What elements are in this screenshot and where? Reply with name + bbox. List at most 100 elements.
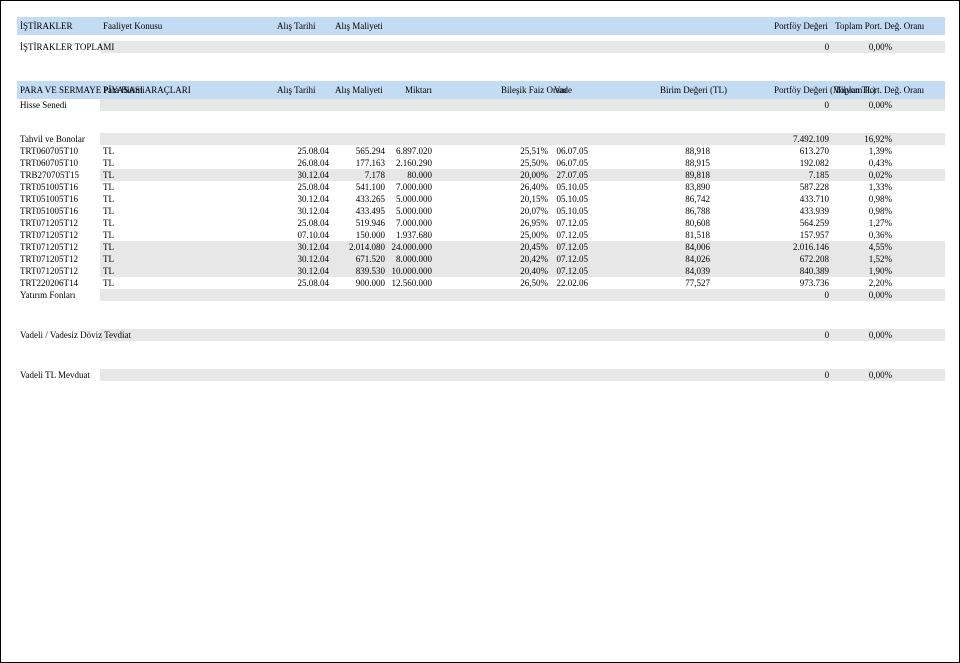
value: 0,00%	[832, 289, 895, 301]
table-row: TRT071205T12TL30.12.04839.53010.000.0002…	[17, 265, 945, 277]
portfolio: 672.208	[771, 253, 832, 265]
cost: 150.000	[332, 229, 388, 241]
table-row: Hisse Senedi 0 0,00%	[17, 99, 945, 111]
maturity: 07.12.05	[551, 229, 591, 241]
weight: 1,33%	[832, 181, 895, 193]
table-doviz: Vadeli / Vadesiz Döviz Tevdiat 0 0,00%	[17, 329, 945, 341]
date: 25.08.04	[274, 181, 332, 193]
table-row: TRT051005T16TL25.08.04541.1007.000.00026…	[17, 181, 945, 193]
cost: 519.946	[332, 217, 388, 229]
col-header: PARA VE SERMAYE PİYASASI ARAÇLARI	[17, 81, 100, 99]
value: 0,00%	[832, 41, 895, 53]
date: 25.08.04	[274, 145, 332, 157]
unit: 77,527	[657, 277, 713, 289]
maturity: 07.12.05	[551, 265, 591, 277]
date: 30.12.04	[274, 253, 332, 265]
cost: 433.495	[332, 205, 388, 217]
qty: 7.000.000	[388, 181, 435, 193]
rate: 20,40%	[498, 265, 551, 277]
table-row: TRT071205T12TL30.12.04671.5208.000.00020…	[17, 253, 945, 265]
date: 30.12.04	[274, 241, 332, 253]
portfolio: 840.389	[771, 265, 832, 277]
weight: 1,27%	[832, 217, 895, 229]
portfolio: 2.016.146	[771, 241, 832, 253]
cost: 177.163	[332, 157, 388, 169]
cost: 565.294	[332, 145, 388, 157]
qty: 2.160.290	[388, 157, 435, 169]
maturity: 05.10.05	[551, 205, 591, 217]
unit: 86,742	[657, 193, 713, 205]
row-label: İŞTİRAKLER TOPLAMI	[17, 41, 100, 53]
code: TRT060705T10	[17, 157, 100, 169]
value: 0,00%	[832, 99, 895, 111]
row-label: Yatırım Fonları	[17, 289, 100, 301]
col-header: Toplam Port. Değ. Oranı	[832, 81, 895, 99]
table-istirakler: İŞTİRAKLER Faaliyet Konusu Alış Tarihi A…	[17, 17, 945, 53]
col-header: Vade	[551, 81, 591, 99]
portfolio: 192.082	[771, 157, 832, 169]
date: 30.12.04	[274, 169, 332, 181]
rate: 20,00%	[498, 169, 551, 181]
col-header: Miktarı	[388, 81, 435, 99]
cost: 671.520	[332, 253, 388, 265]
unit: 81,518	[657, 229, 713, 241]
table-row: Vadeli TL Mevduat 0 0,00%	[17, 369, 945, 381]
table-row: TRT071205T12TL25.08.04519.9467.000.00026…	[17, 217, 945, 229]
date: 26.08.04	[274, 157, 332, 169]
weight: 0,98%	[832, 205, 895, 217]
unit: 88,918	[657, 145, 713, 157]
value: 0,00%	[832, 329, 895, 341]
currency: TL	[100, 181, 179, 193]
qty: 24.000.000	[388, 241, 435, 253]
weight: 1,90%	[832, 265, 895, 277]
rate: 26,40%	[498, 181, 551, 193]
unit: 83,890	[657, 181, 713, 193]
col-header: Alış Tarihi	[274, 81, 332, 99]
table-row: İŞTİRAKLER TOPLAMI 0 0,00%	[17, 41, 945, 53]
rate: 25,51%	[498, 145, 551, 157]
table-tl-mevduat: Vadeli TL Mevduat 0 0,00%	[17, 369, 945, 381]
table-row: İŞTİRAKLER Faaliyet Konusu Alış Tarihi A…	[17, 17, 945, 35]
weight: 1,52%	[832, 253, 895, 265]
currency: TL	[100, 169, 179, 181]
qty: 12.560.000	[388, 277, 435, 289]
qty: 7.000.000	[388, 217, 435, 229]
table-row: TRB270705T15TL 30.12.047.17880.000 20,00%2…	[17, 169, 945, 181]
table-row: Yatırım Fonları 0 0,00%	[17, 289, 945, 301]
date: 30.12.04	[274, 205, 332, 217]
value: 0	[771, 41, 832, 53]
rate: 25,00%	[498, 229, 551, 241]
value: 0	[771, 99, 832, 111]
weight: 0,43%	[832, 157, 895, 169]
code: TRB270705T15	[17, 169, 100, 181]
portfolio: 587.228	[771, 181, 832, 193]
currency: TL	[100, 241, 179, 253]
code: TRT071205T12	[17, 217, 100, 229]
code: TRT060705T10	[17, 145, 100, 157]
col-header: Alış Maliyeti	[332, 17, 388, 35]
table-row: TRT071205T12TL07.10.04150.0001.937.68025…	[17, 229, 945, 241]
col-header: Faaliyet Konusu	[100, 17, 179, 35]
code: TRT071205T12	[17, 253, 100, 265]
portfolio: 7.185	[771, 169, 832, 181]
row-label: Tahvil ve Bonolar	[17, 133, 100, 145]
maturity: 07.12.05	[551, 217, 591, 229]
maturity: 27.07.05	[551, 169, 591, 181]
unit: 88,915	[657, 157, 713, 169]
currency: TL	[100, 265, 179, 277]
col-header: İŞTİRAKLER	[17, 17, 100, 35]
value: 0	[771, 289, 832, 301]
table-row: Tahvil ve Bonolar 7.492.109 16,92%	[17, 133, 945, 145]
code: TRT071205T12	[17, 229, 100, 241]
cost: 7.178	[332, 169, 388, 181]
weight: 0,36%	[832, 229, 895, 241]
weight: 1,39%	[832, 145, 895, 157]
code: TRT051005T16	[17, 193, 100, 205]
value: 0,00%	[832, 369, 895, 381]
unit: 80,608	[657, 217, 713, 229]
value: 16,92%	[832, 133, 895, 145]
qty: 80.000	[388, 169, 435, 181]
code: TRT071205T12	[17, 241, 100, 253]
date: 30.12.04	[274, 193, 332, 205]
table-row: PARA VE SERMAYE PİYASASI ARAÇLARI Para B…	[17, 81, 945, 99]
